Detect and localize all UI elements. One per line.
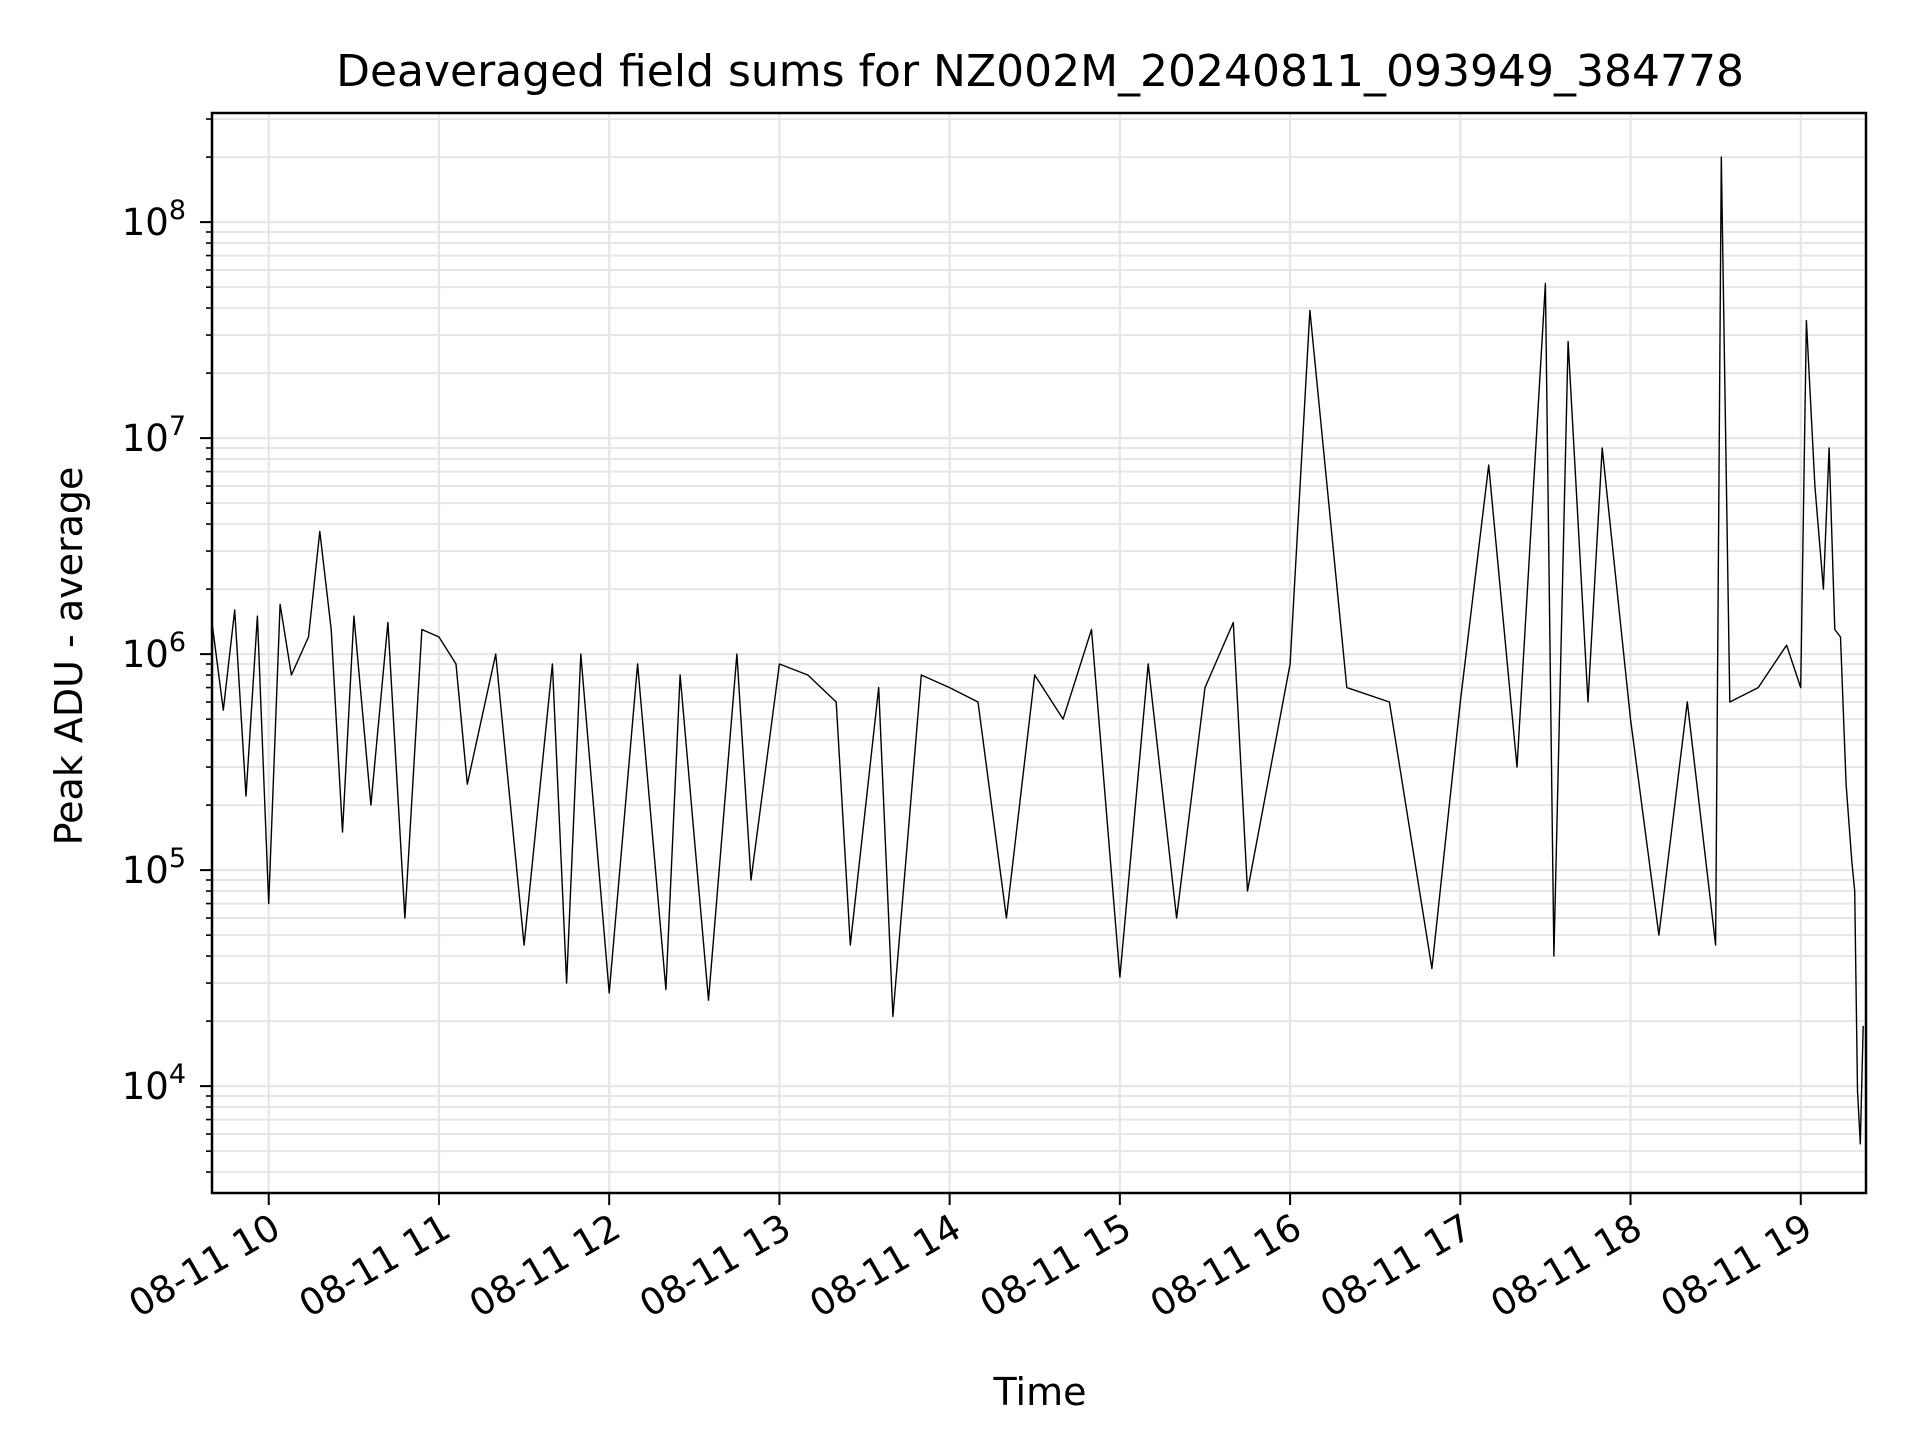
x-axis-label: Time [993, 1370, 1087, 1414]
data-line [211, 156, 1864, 1145]
y-tick-label: 106 [122, 627, 186, 676]
y-axis-label: Peak ADU - average [47, 467, 91, 846]
y-tick-label: 107 [122, 411, 186, 460]
y-tick-label: 105 [122, 843, 186, 892]
chart-title: Deaveraged field sums for NZ002M_2024081… [336, 46, 1744, 97]
y-tick-label: 108 [122, 195, 186, 244]
plot-frame [210, 111, 1868, 1195]
y-axis: 104 105 106 107 108 [122, 118, 212, 1173]
y-tick-label: 104 [122, 1059, 186, 1108]
grid-lines [212, 113, 1866, 1193]
